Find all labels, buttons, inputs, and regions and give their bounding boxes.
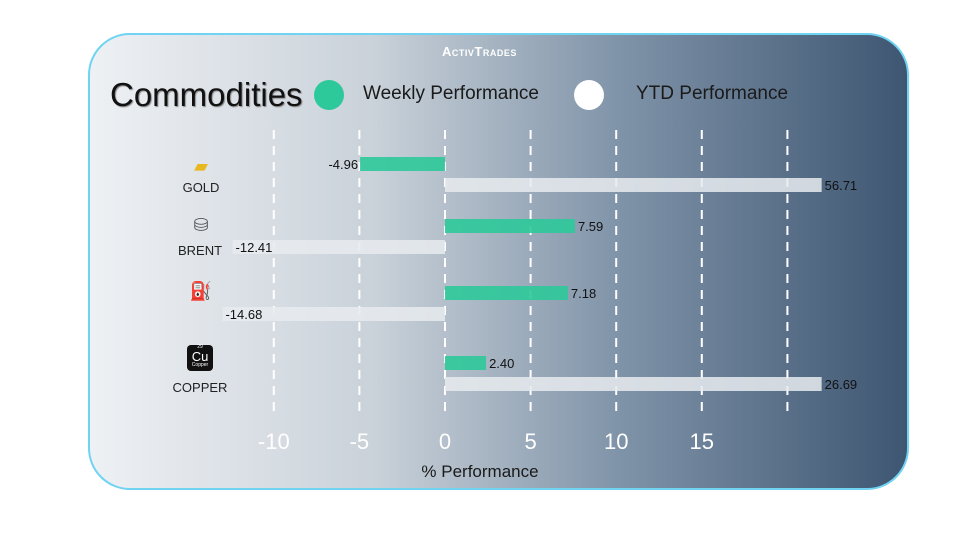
x-tick-label: -10	[258, 429, 290, 454]
data-label: 26.69	[825, 377, 858, 392]
data-label: 56.71	[825, 178, 858, 193]
bar	[445, 219, 575, 233]
bar	[445, 286, 568, 300]
bar	[445, 377, 822, 391]
oil-barrels-icon: ⛁	[193, 215, 209, 235]
legend-ytd-label: YTD Performance	[636, 83, 789, 104]
chart-title: Commodities	[110, 76, 303, 113]
gold-bars-icon: ▰	[194, 156, 208, 176]
x-tick-label: 15	[690, 429, 714, 454]
bar	[232, 240, 445, 254]
bar	[360, 157, 445, 171]
activtrades-logo: ActivTrades	[442, 44, 517, 59]
category-label: GOLD	[182, 180, 220, 195]
x-tick-label: 10	[604, 429, 628, 454]
data-label: -4.96	[328, 157, 358, 172]
category-label: COPPER	[172, 380, 228, 395]
x-axis-label: % Performance	[421, 462, 538, 481]
data-label: -14.68	[225, 307, 262, 322]
copper-element-icon: 29 Cu Copper	[187, 345, 213, 371]
bar	[445, 356, 487, 370]
legend-ytd-marker	[574, 80, 604, 110]
x-tick-label: 5	[524, 429, 536, 454]
x-tick-label: -5	[350, 429, 370, 454]
bar	[222, 307, 445, 321]
chart-card	[88, 33, 909, 490]
legend-weekly-label: Weekly Performance	[363, 83, 539, 104]
oil-pump-icon: ⛽	[189, 281, 213, 301]
legend-weekly-marker	[314, 80, 344, 110]
data-label: -12.41	[236, 240, 273, 255]
category-label: BRENT	[177, 243, 223, 258]
bar	[445, 178, 822, 192]
data-label: 7.59	[578, 219, 603, 234]
data-label: 7.18	[571, 286, 596, 301]
data-label: 2.40	[489, 356, 514, 371]
x-tick-label: 0	[439, 429, 451, 454]
